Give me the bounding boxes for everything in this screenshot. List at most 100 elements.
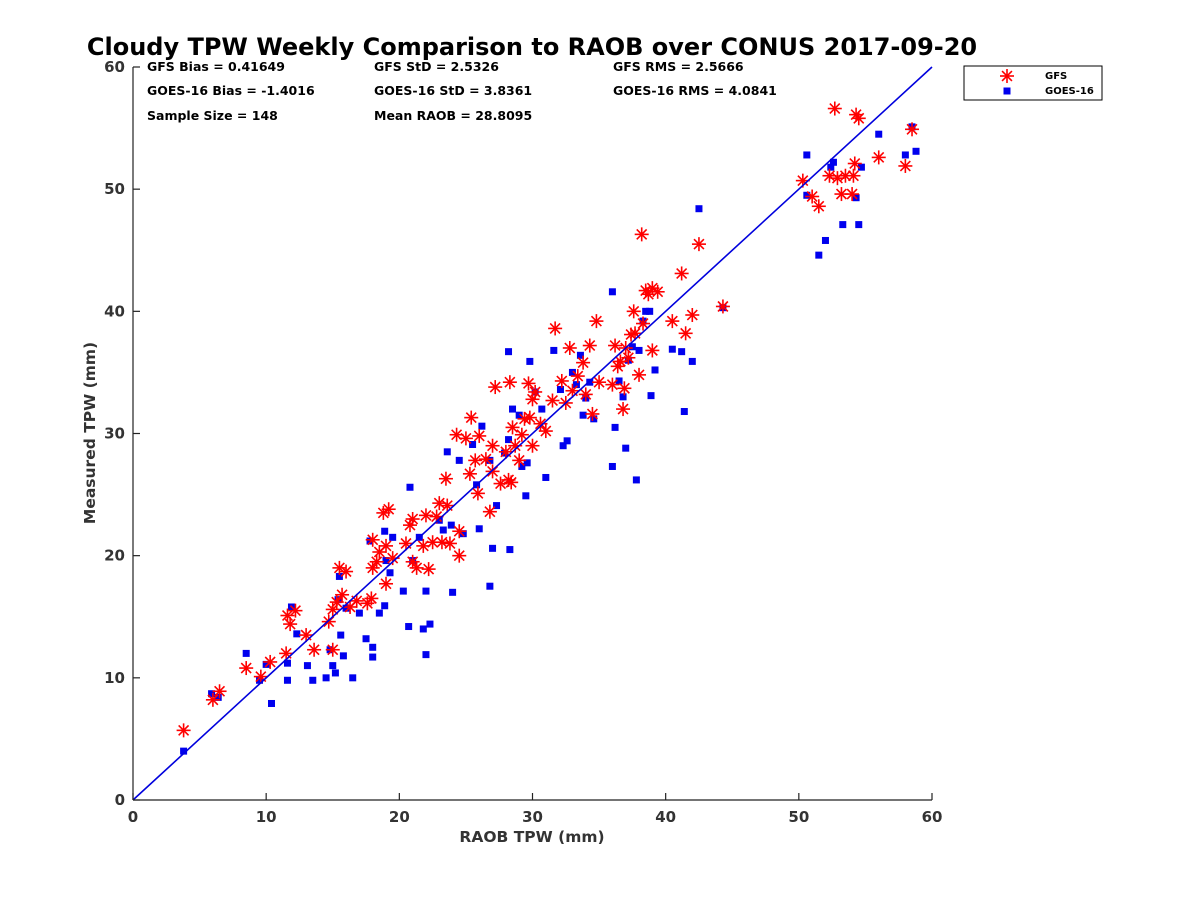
goes16-point	[803, 151, 811, 159]
gfs-point	[578, 387, 593, 402]
goes16-point	[355, 609, 363, 617]
x-tick-label: 10	[256, 808, 277, 826]
goes16-point	[901, 151, 909, 159]
y-tick-label: 30	[104, 425, 125, 443]
stat-mean-raob: Mean RAOB = 28.8095	[374, 108, 532, 123]
gfs-point	[253, 669, 268, 684]
gfs-point	[470, 486, 485, 501]
goes16-point	[331, 669, 339, 677]
gfs-point	[645, 343, 660, 358]
goes16-point	[668, 345, 676, 353]
gfs-point	[176, 723, 191, 738]
x-tick-label: 40	[655, 808, 676, 826]
legend-asterisk-icon	[1000, 69, 1014, 83]
gfs-point	[485, 438, 500, 453]
y-tick-label: 0	[115, 791, 125, 809]
gfs-point	[440, 498, 455, 513]
gfs-point	[665, 314, 680, 329]
gfs-point	[846, 168, 861, 183]
goes16-point	[293, 630, 301, 638]
goes16-point	[337, 631, 345, 639]
goes16-point	[399, 587, 407, 595]
goes16-point	[646, 307, 654, 315]
goes16-point	[803, 191, 811, 199]
plot-points	[176, 101, 920, 755]
y-axis-label: Measured TPW (mm)	[81, 342, 99, 524]
goes16-point	[586, 378, 594, 386]
goes16-point	[608, 288, 616, 296]
gfs-point	[307, 642, 322, 657]
goes16-point	[422, 587, 430, 595]
goes16-point	[262, 660, 270, 668]
goes16-point	[829, 158, 837, 166]
goes16-point	[335, 572, 343, 580]
gfs-point	[592, 375, 607, 390]
gfs-point	[617, 381, 632, 396]
goes16-point	[381, 527, 389, 535]
goes16-point	[256, 676, 264, 684]
goes16-point	[505, 436, 513, 444]
gfs-point	[349, 593, 364, 608]
x-tick-label: 0	[128, 808, 138, 826]
gfs-point	[464, 410, 479, 425]
gfs-point	[674, 266, 689, 281]
goes16-point	[426, 620, 434, 628]
goes16-point	[608, 462, 616, 470]
gfs-point	[845, 187, 860, 202]
goes16-point	[678, 348, 686, 356]
gfs-point	[514, 427, 529, 442]
legend-box	[963, 65, 1103, 101]
gfs-point	[538, 424, 553, 439]
goes16-point	[283, 676, 291, 684]
goes16-point	[369, 643, 377, 651]
gfs-point	[405, 512, 420, 527]
gfs-point	[381, 502, 396, 517]
goes16-point	[180, 747, 188, 755]
legend-marker-goes16	[1003, 87, 1011, 95]
goes16-point	[489, 544, 497, 552]
gfs-point	[365, 532, 380, 547]
gfs-point	[452, 548, 467, 563]
gfs-point	[576, 355, 591, 370]
gfs-point	[636, 316, 651, 331]
stat-goes-rms: GOES-16 RMS = 4.0841	[613, 83, 777, 98]
goes16-point	[695, 205, 703, 213]
goes16-point	[375, 609, 383, 617]
legend-label-goes16: GOES-16	[1045, 86, 1094, 97]
goes16-point	[568, 368, 576, 376]
one-to-one-line	[132, 66, 933, 801]
gfs-point	[562, 340, 577, 355]
goes16-point	[857, 163, 865, 171]
goes16-point	[563, 437, 571, 445]
goes16-point	[475, 525, 483, 533]
gfs-point	[628, 326, 643, 341]
gfs-point	[621, 350, 636, 365]
goes16-point	[628, 343, 636, 351]
goes16-point	[449, 588, 457, 596]
y-tick-label: 20	[104, 547, 125, 565]
gfs-point	[458, 431, 473, 446]
goes16-point	[506, 546, 514, 554]
goes16-point	[523, 459, 531, 467]
x-tick-label: 60	[922, 808, 943, 826]
goes16-point	[688, 357, 696, 365]
goes16-point	[369, 653, 377, 661]
x-axis-label: RAOB TPW (mm)	[459, 828, 604, 846]
legend-square-icon	[1003, 87, 1011, 95]
x-tick-label: 30	[522, 808, 543, 826]
goes16-point	[309, 676, 317, 684]
stat-goes-bias: GOES-16 Bias = -1.4016	[147, 83, 315, 98]
goes16-point	[615, 377, 623, 385]
gfs-point	[678, 326, 693, 341]
gfs-point	[847, 156, 862, 171]
goes16-point	[518, 462, 526, 470]
goes16-point	[505, 348, 513, 356]
gfs-point	[212, 684, 227, 699]
gfs-point	[452, 524, 467, 539]
gfs-point	[462, 466, 477, 481]
goes16-point	[406, 483, 414, 491]
goes16-point	[522, 492, 530, 500]
goes16-point	[651, 366, 659, 374]
goes16-point	[827, 163, 835, 171]
gfs-point	[525, 438, 540, 453]
